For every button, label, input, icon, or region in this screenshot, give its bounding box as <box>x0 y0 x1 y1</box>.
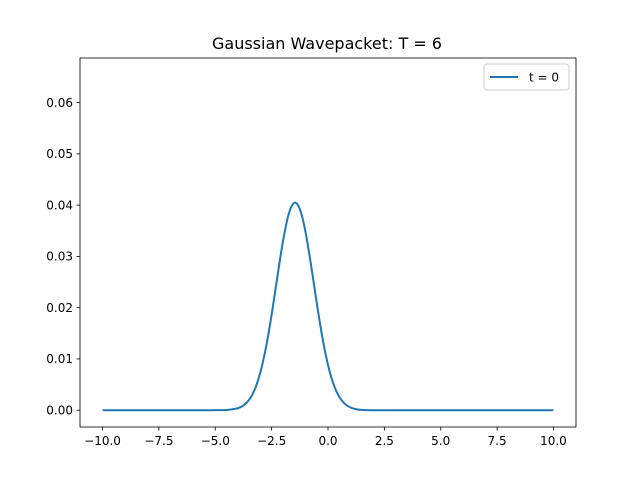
y-tick-label: 0.00 <box>46 403 73 417</box>
plot-frame <box>79 57 577 428</box>
legend-box <box>483 63 570 91</box>
y-tick-label: 0.03 <box>46 250 73 264</box>
plot-area <box>79 57 577 428</box>
x-axis: −10.0 −7.5 −5.0 −2.5 0.0 2.5 5.0 7.5 10.0 <box>84 427 567 448</box>
chart-title: Gaussian Wavepacket: T = 6 <box>212 34 442 53</box>
x-tick-label: 2.5 <box>375 434 394 448</box>
x-tick-label: 0.0 <box>318 434 337 448</box>
series-layer <box>102 201 554 412</box>
x-tick-label: 7.5 <box>488 434 507 448</box>
y-axis: 0.00 0.01 0.02 0.03 0.04 0.05 0.06 <box>46 96 80 417</box>
x-tick-label: −10.0 <box>84 434 121 448</box>
legend-label: t = 0 <box>529 71 559 85</box>
y-tick-label: 0.04 <box>46 198 73 212</box>
x-tick-label: −2.5 <box>257 434 286 448</box>
legend: t = 0 <box>483 63 570 91</box>
y-tick-label: 0.06 <box>46 96 73 110</box>
y-tick-label: 0.02 <box>46 301 73 315</box>
x-tick-label: −7.5 <box>144 434 173 448</box>
y-tick-label: 0.05 <box>46 147 73 161</box>
x-tick-label: −5.0 <box>201 434 230 448</box>
series-line <box>102 201 554 412</box>
x-tick-label: 5.0 <box>431 434 450 448</box>
x-tick-label: 10.0 <box>540 434 567 448</box>
y-tick-label: 0.01 <box>46 352 73 366</box>
